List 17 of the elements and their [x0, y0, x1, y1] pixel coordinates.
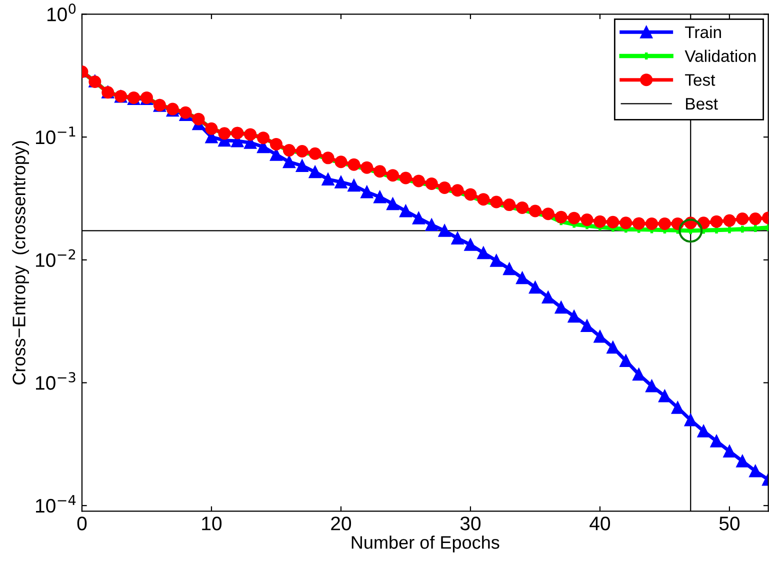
y-tick-label: 10$^{−2}$ [36, 249, 76, 267]
y-axis-title: Cross−Entropy (crossentropy) [12, 141, 29, 384]
y-tick-label: 10$^{−3}$ [36, 372, 76, 390]
x-tick-label: 50 [719, 516, 740, 530]
y-tick-label: 10$^{0}$ [47, 4, 76, 22]
x-axis-title: Number of Epochs [352, 536, 500, 552]
x-tick-label: 10 [202, 516, 222, 530]
legend-label: Test [685, 74, 716, 86]
x-tick-label: 30 [460, 516, 481, 530]
legend-label: Train [685, 26, 721, 38]
legend-label: Validation [684, 50, 756, 62]
y-tick-label: 10$^{−4}$ [36, 495, 76, 513]
x-tick-label: 20 [331, 516, 352, 530]
x-tick-label: 40 [590, 516, 610, 530]
y-tick-label: 10$^{−1}$ [36, 126, 76, 144]
legend-label: Best [686, 98, 718, 110]
x-tick-label: 0 [77, 516, 87, 530]
